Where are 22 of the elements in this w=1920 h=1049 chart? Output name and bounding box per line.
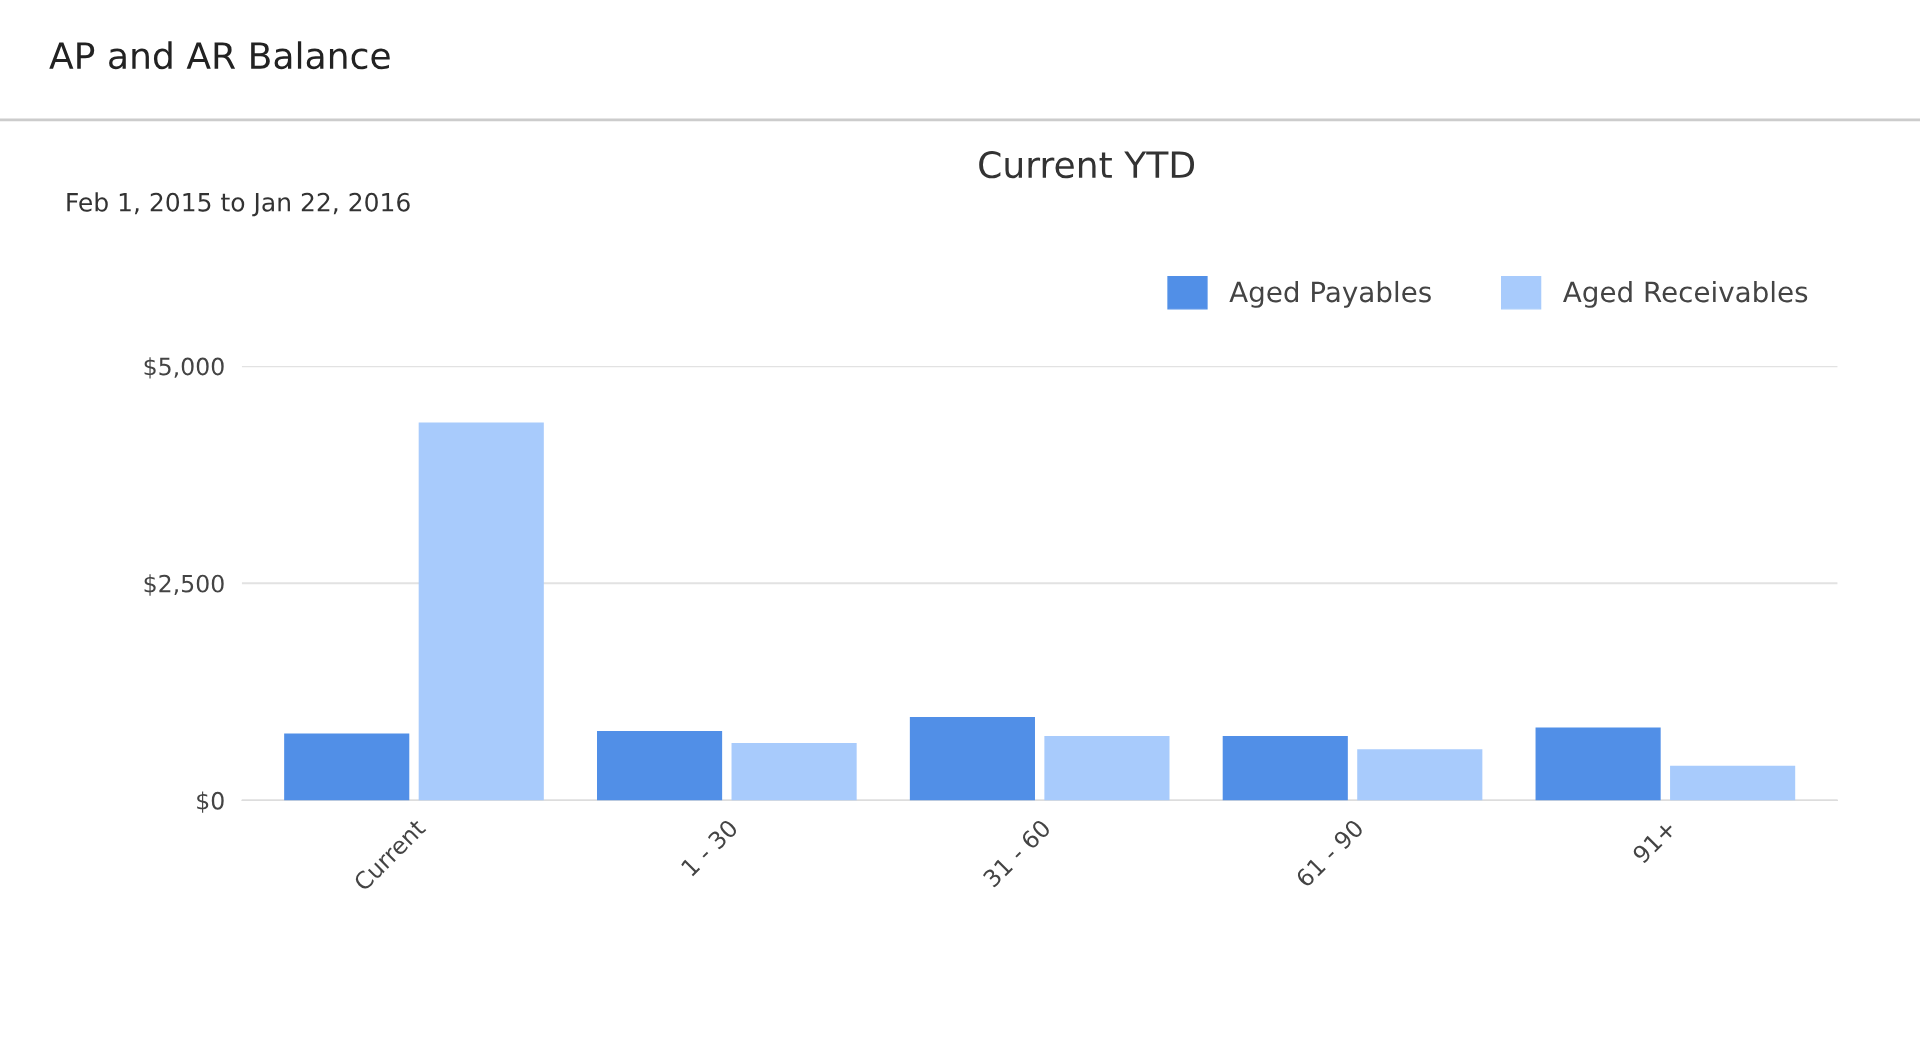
x-tick-label: 61 - 90 [1294, 818, 1365, 888]
y-tick-label: $5,000 [144, 357, 224, 379]
chart-title: Current YTD [979, 151, 1195, 179]
text: AP and AR Balance [49, 41, 390, 70]
bar [1222, 736, 1348, 801]
bar [909, 717, 1035, 801]
bar [1044, 736, 1170, 801]
x-tick-label: 91+ [1631, 819, 1677, 865]
y-tick-label: $0 [197, 791, 224, 813]
x-tick-label: 31 - 60 [982, 818, 1052, 888]
bar [1357, 749, 1483, 801]
x-tick-label: 1 - 30 [680, 818, 739, 877]
y-tick-label: $2,500 [144, 574, 224, 596]
bar [731, 743, 857, 801]
bar [597, 730, 723, 801]
legend-label: Aged Payables [1229, 280, 1431, 308]
bar [1535, 727, 1661, 801]
bar [284, 733, 410, 801]
chart-subtitle: Feb 1, 2015 to Jan 22, 2016 [67, 192, 410, 217]
legend-label: Aged Receivables [1563, 280, 1808, 308]
bar [1670, 765, 1796, 801]
bar [418, 422, 544, 801]
